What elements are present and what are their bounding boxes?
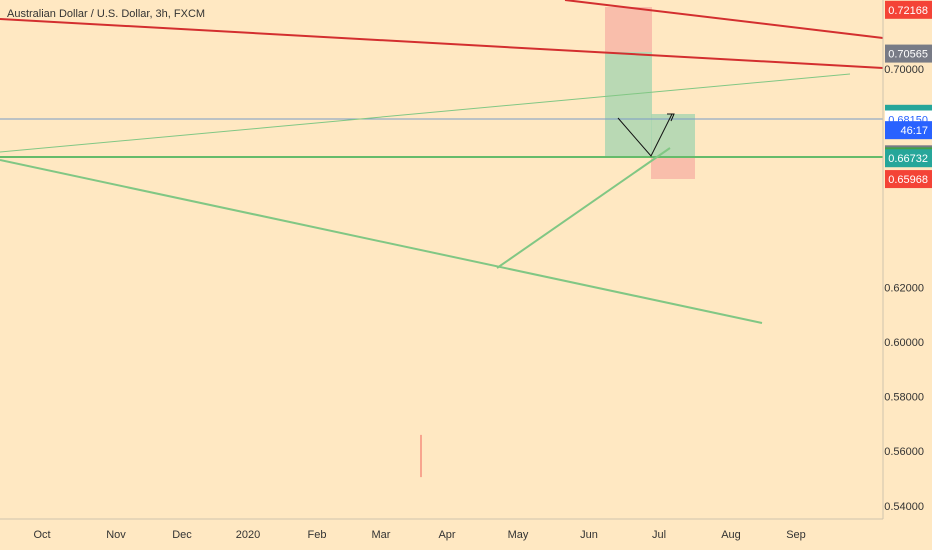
rising-recovery-trend-line <box>496 147 671 269</box>
time-axis-tick-label: Sep <box>786 529 806 541</box>
price-label-text: 46:17 <box>900 125 928 137</box>
time-axis-tick-label: Mar <box>372 529 391 541</box>
price-label-text: 0.65968 <box>888 174 928 186</box>
price-label-badge <box>885 121 932 140</box>
long-position-stop-zone <box>651 156 695 179</box>
price-label-text: 0.66732 <box>888 153 928 165</box>
price-axis-tick-label: 0.54000 <box>884 501 924 513</box>
time-axis-tick-label: Feb <box>308 529 327 541</box>
upper-resistance-line <box>564 0 884 39</box>
price-label-badge <box>885 170 932 189</box>
price-axis-tick-label: 0.60000 <box>884 337 924 349</box>
time-axis-tick-label: Dec <box>172 529 192 541</box>
price-axis-tick-label: 0.62000 <box>884 282 924 294</box>
time-axis-tick-label: 2020 <box>236 529 260 541</box>
time-axis-tick-label: Nov <box>106 529 126 541</box>
projected-path-arrow <box>617 113 673 157</box>
time-axis[interactable]: Oct Nov Dec 2020 Feb Mar Apr May Jun Jul Aug Sep <box>33 529 805 541</box>
time-axis-tick-label: Jun <box>580 529 598 541</box>
price-axis[interactable]: 0.70000 0.62000 0.60000 0.58000 0.56000 0.540… <box>884 64 924 513</box>
overlay-layer <box>617 113 675 157</box>
price-label-text: 0.72168 <box>888 5 928 17</box>
price-label-column: 0.721680.705650.683590.6815046:170.66875… <box>885 0 932 189</box>
time-axis-tick-label: Jul <box>652 529 666 541</box>
time-axis-tick-label: Oct <box>33 529 50 541</box>
drawing-layer <box>0 0 884 324</box>
time-axis-tick-label: Apr <box>438 529 455 541</box>
price-label-badge <box>885 0 932 19</box>
price-axis-tick-label: 0.70000 <box>884 64 924 76</box>
short-position-stop-zone <box>605 7 652 52</box>
long-position-target-zone <box>651 114 695 156</box>
primary-resistance-line <box>0 18 884 69</box>
price-label-badge <box>885 149 932 168</box>
time-axis-tick-label: Aug <box>721 529 741 541</box>
long-term-rising-trend-line <box>0 73 851 153</box>
price-axis-tick-label: 0.56000 <box>884 446 924 458</box>
falling-support-trend-line <box>0 159 763 324</box>
chart-title: Australian Dollar / U.S. Dollar, 3h, FXC… <box>7 8 205 20</box>
short-position-target-zone <box>605 52 652 158</box>
price-axis-tick-label: 0.58000 <box>884 392 924 404</box>
arrow-head <box>667 113 675 122</box>
time-axis-tick-label: May <box>508 529 529 541</box>
price-label-badge <box>885 44 932 63</box>
price-label-text: 0.70565 <box>888 49 928 61</box>
